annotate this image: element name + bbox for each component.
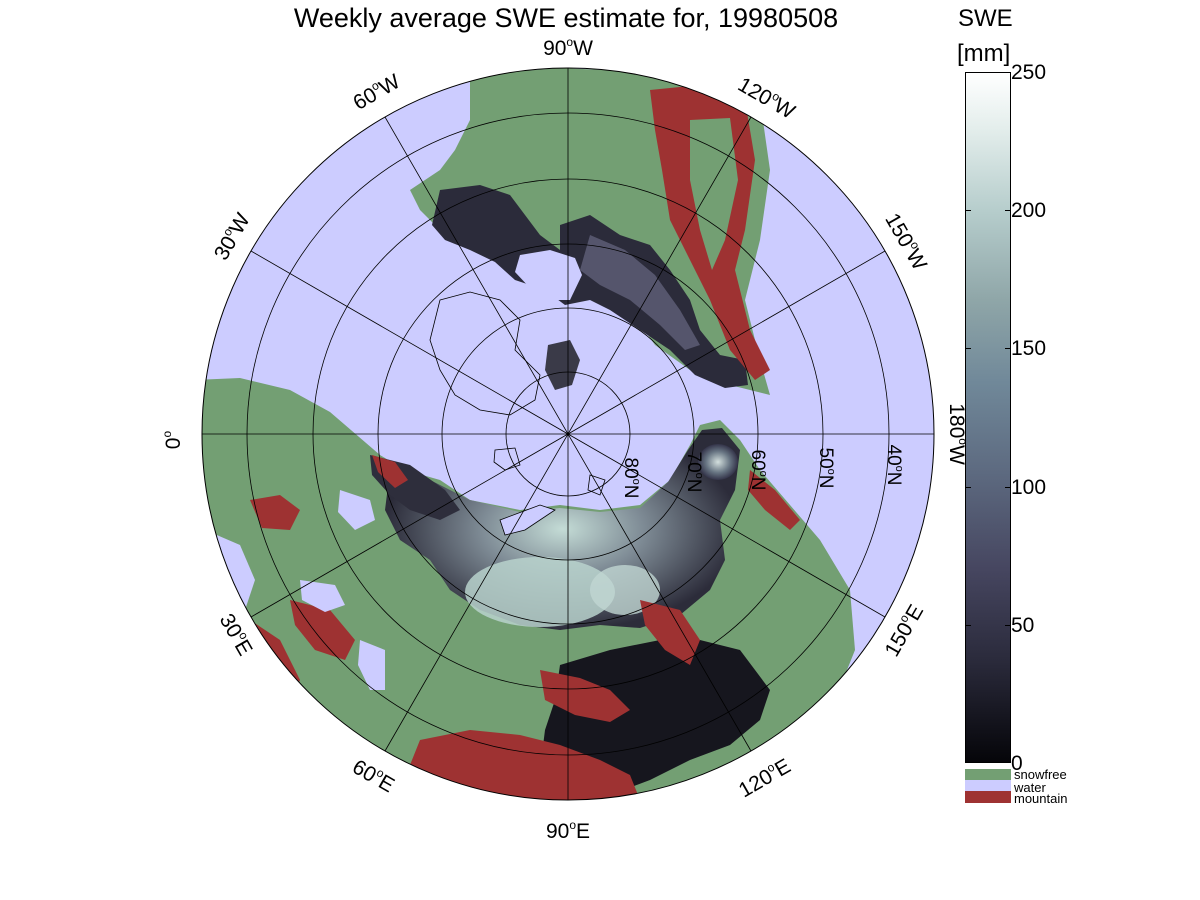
himalaya-mountains (410, 730, 640, 800)
alps-mountains (250, 495, 300, 530)
lon-label-120e: 120oE (734, 753, 795, 803)
legend-label-snowfree: snowfree (1014, 767, 1067, 782)
scandinavia-mountains (372, 455, 408, 488)
lat-label-40n: 40oN (883, 445, 905, 486)
black-sea (300, 580, 345, 612)
north-america-snow-highlight (580, 235, 700, 350)
hudson-bay (515, 250, 582, 300)
map-frame (201, 67, 935, 801)
lat-label-50n: 50oN (815, 448, 837, 489)
lon-label-60w: 60oW (348, 68, 404, 115)
colorbar-tick-100: 100 (1011, 476, 1047, 499)
legend-label-water: water (1014, 780, 1046, 795)
legend-swatch-snowfree (965, 769, 1011, 780)
greenland (429, 291, 541, 416)
east-asia-mountains (640, 600, 700, 665)
map-title: Weekly average SWE estimate for, 1998050… (293, 3, 839, 33)
legend-swatch-mountain (965, 791, 1011, 803)
colorbar (965, 72, 1011, 763)
map-disc (202, 68, 934, 800)
colorbar-tick-0: 0 (1011, 752, 1023, 775)
svalbard (493, 447, 521, 471)
lat-label-60n: 60oN (747, 450, 769, 491)
colorbar-title-swe: SWE (958, 5, 1013, 32)
graticule (202, 68, 934, 800)
swe-peak-east-siberia (698, 444, 738, 480)
lon-label-180w: 180oW (945, 403, 970, 465)
meridian-150w-30e (250, 250, 886, 618)
central-asia-mountains (540, 670, 630, 722)
north-america-snow (432, 185, 748, 388)
colorbar-tick-200: 200 (1011, 199, 1047, 222)
colorbar-title-unit: [mm] (957, 40, 1011, 67)
legend-label-mountain: mountain (1014, 791, 1068, 806)
swe-peak-west-siberia (465, 557, 615, 627)
lon-label-90e: 90oE (546, 818, 590, 843)
baffin-island (545, 340, 580, 390)
rocky-mountains-gap (690, 118, 738, 270)
lon-label-0: 0o (160, 431, 185, 450)
lat-label-80n: 80oN (620, 458, 642, 499)
lon-label-90w: 90oW (543, 35, 593, 60)
colorbar-tick-250: 250 (1011, 61, 1047, 84)
caspian-sea (358, 640, 385, 690)
baltic-sea (338, 490, 375, 530)
caucasus-mountains (290, 600, 355, 660)
colorbar-tick-150: 150 (1011, 337, 1047, 360)
kamchatka-mountains (748, 470, 800, 530)
legend-swatch-water (965, 780, 1011, 791)
colorbar-tick-50: 50 (1011, 614, 1035, 637)
lon-label-60e: 60oE (348, 754, 399, 798)
lat-label-70n: 70oN (683, 452, 705, 493)
